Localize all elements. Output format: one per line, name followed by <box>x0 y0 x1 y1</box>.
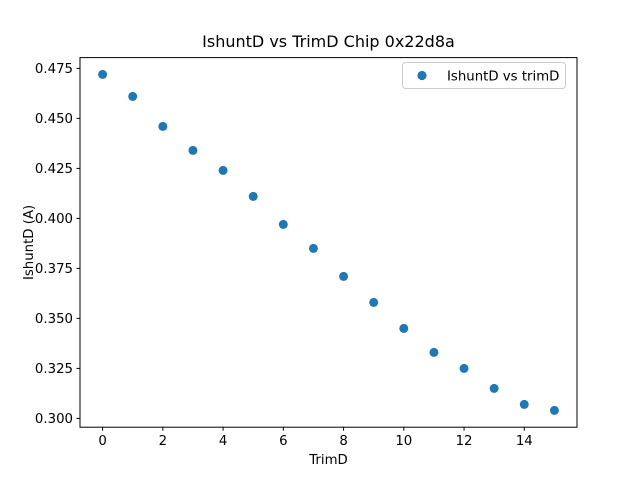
legend: IshuntD vs trimD <box>402 62 566 89</box>
y-tick-label: 0.450 <box>35 112 73 127</box>
scatter-point <box>128 91 138 101</box>
y-tick-label: 0.400 <box>35 212 73 227</box>
legend-marker-icon <box>417 70 427 81</box>
x-tick-label: 0 <box>98 434 106 449</box>
y-tick-label: 0.325 <box>35 362 73 377</box>
x-tick-label: 14 <box>516 434 533 449</box>
y-tick-label: 0.350 <box>35 312 73 327</box>
x-axis-label: TrimD <box>308 453 348 468</box>
x-tick-label: 10 <box>395 434 412 449</box>
y-axis-label: IshuntD (A) <box>22 205 37 280</box>
legend-box <box>402 62 566 89</box>
y-tick-label: 0.425 <box>35 162 73 177</box>
scatter-point <box>158 121 168 131</box>
x-tick-label: 2 <box>159 434 167 449</box>
scatter-point <box>188 145 198 155</box>
scatter-point <box>399 323 409 333</box>
scatter-point <box>98 69 108 79</box>
scatter-point <box>278 219 288 229</box>
scatter-point <box>369 297 379 307</box>
legend-entry-label: IshuntD vs trimD <box>447 69 559 84</box>
scatter-point <box>429 347 439 357</box>
x-tick-label: 8 <box>339 434 347 449</box>
plot-area <box>79 57 578 428</box>
axis-ticks: 0 2 4 6 8 10 12 14 0.300 0.325 0.350 0.375 0.400 0.42… <box>35 62 533 449</box>
scatter-points <box>98 69 559 415</box>
y-tick-label: 0.475 <box>35 62 73 77</box>
scatter-point <box>519 399 529 409</box>
scatter-point <box>218 165 228 175</box>
scatter-point <box>248 191 258 201</box>
x-tick-label: 12 <box>456 434 473 449</box>
x-tick-label: 4 <box>219 434 227 449</box>
y-tick-label: 0.300 <box>35 412 73 427</box>
scatter-point <box>549 405 559 415</box>
scatter-point <box>459 363 469 373</box>
scatter-point <box>308 243 318 253</box>
x-tick-label: 6 <box>279 434 287 449</box>
scatter-point <box>489 383 499 393</box>
chart-title: IshuntD vs TrimD Chip 0x22d8a <box>202 32 455 51</box>
scatter-point <box>339 271 349 281</box>
y-tick-label: 0.375 <box>35 262 73 277</box>
